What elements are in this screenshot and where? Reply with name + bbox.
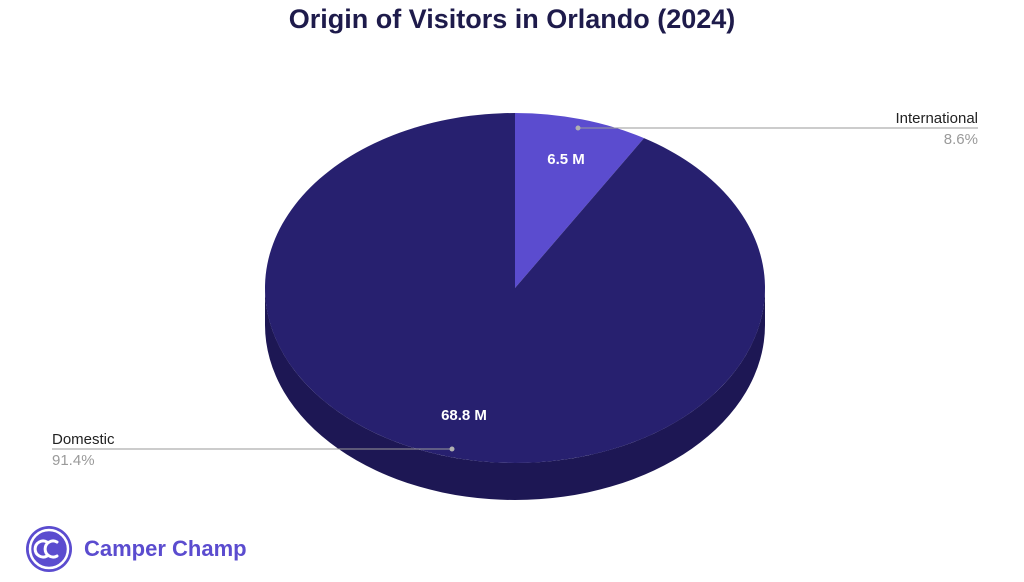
legend-label: Domestic [52, 431, 115, 448]
leader-dot [575, 125, 581, 131]
chart-title: Origin of Visitors in Orlando (2024) [288, 4, 736, 34]
legend-percent: 8.6% [944, 131, 978, 148]
cc-logo-icon [26, 526, 72, 572]
slice-value-label: 6.5 M [547, 151, 585, 168]
brand-logo: Camper Champ [26, 525, 247, 573]
brand-name: Camper Champ [84, 536, 247, 561]
legend-percent: 91.4% [52, 452, 95, 469]
pie-slice-international [515, 113, 645, 288]
slice-value-label: 68.8 M [441, 407, 487, 424]
pie-slice-domestic [265, 113, 766, 463]
pie-side [265, 288, 765, 500]
legend-label: International [895, 110, 978, 127]
leader-dot [449, 446, 455, 452]
